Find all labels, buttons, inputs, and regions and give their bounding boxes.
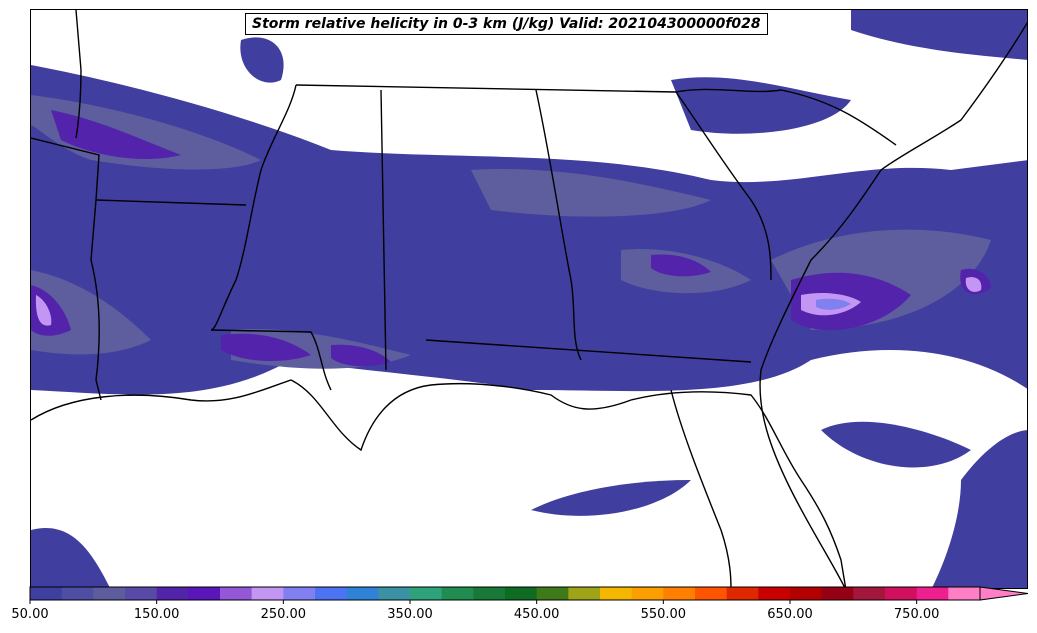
colorbar-tick-label: 50.00 (11, 607, 49, 622)
colorbar-bin (93, 587, 126, 600)
state-border-tx-ok (31, 137, 100, 261)
colorbar-bin (125, 587, 158, 600)
map-title: Storm relative helicity in 0-3 km (J/kg)… (245, 13, 768, 35)
florida-west-coast (670, 389, 732, 588)
state-border-mo (75, 10, 82, 139)
colorbar-bin (441, 587, 474, 600)
colorbar-extend-arrow-icon (979, 586, 1029, 601)
colorbar-bin (885, 587, 918, 600)
colorbar-bin (536, 587, 569, 600)
colorbar-bin (378, 587, 411, 600)
map-frame (30, 9, 1028, 589)
helicity-field-level-1 (31, 10, 1027, 588)
map-canvas (31, 10, 1027, 588)
colorbar-bin (505, 587, 538, 600)
colorbar-bin (315, 587, 348, 600)
colorbar-bin (568, 587, 601, 600)
colorbar-bin (695, 587, 728, 600)
mississippi-river (210, 84, 297, 331)
helicity-field-level-5 (816, 298, 851, 310)
colorbar-bin (346, 587, 379, 600)
colorbar-bin (188, 587, 221, 600)
colorbar-tick-label: 750.00 (893, 607, 940, 622)
state-border-tn-south (295, 84, 677, 93)
colorbar-bin (600, 587, 633, 600)
colorbar-bin (758, 587, 791, 600)
colorbar-bin (410, 587, 443, 600)
colorbar-bin (251, 587, 284, 600)
colorbar-bin (790, 587, 823, 600)
colorbar-bin (631, 587, 664, 600)
state-border-fl-north (425, 339, 752, 363)
colorbar-tick-label: 650.00 (767, 607, 813, 622)
colorbar-tick-label: 550.00 (640, 607, 687, 622)
state-border-ga-sc (675, 91, 772, 281)
coastline-gulf (31, 379, 847, 588)
colorbar-bin (220, 587, 253, 600)
state-border-tx-la (90, 259, 102, 401)
colorbar (29, 586, 1029, 604)
colorbar-bin (948, 587, 981, 600)
colorbar-bin (156, 587, 189, 600)
colorbar-bin (853, 587, 886, 600)
colorbar-tick-label: 150.00 (133, 607, 180, 622)
map-boundaries (31, 10, 1027, 588)
state-border-al-ga (535, 89, 582, 361)
colorbar-bin (663, 587, 696, 600)
state-border-la-ms (210, 329, 332, 391)
state-border-nc-sc (675, 88, 897, 146)
colorbar-ticks (29, 600, 918, 604)
colorbar-bin (61, 587, 94, 600)
colorbar-bin (916, 587, 949, 600)
state-border-ms-al (380, 89, 387, 371)
colorbar-bin (30, 587, 63, 600)
colorbar-tick-label: 350.00 (387, 607, 433, 622)
colorbar-bins (30, 587, 981, 600)
colorbar-bin (821, 587, 854, 600)
colorbar-bin (726, 587, 759, 600)
state-border-ar-la (95, 199, 247, 206)
colorbar-tick-label: 250.00 (260, 607, 307, 622)
coastline-atlantic (759, 21, 1027, 588)
colorbar-tick-label: 450.00 (513, 607, 560, 622)
colorbar-bin (473, 587, 506, 600)
colorbar-bin (283, 587, 316, 600)
